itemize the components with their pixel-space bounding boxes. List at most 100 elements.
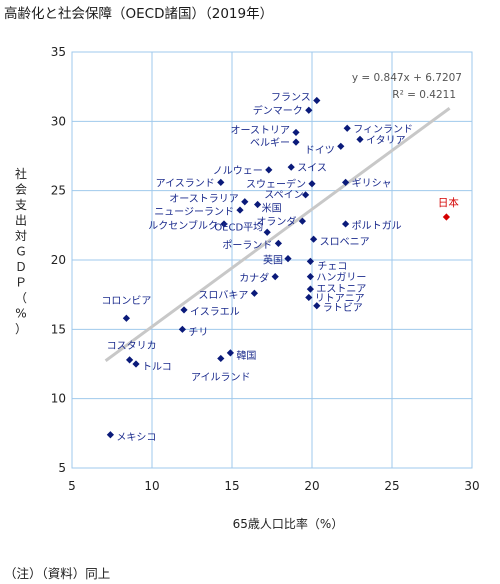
data-point <box>254 200 262 209</box>
data-point-label: チェコ <box>317 260 347 272</box>
data-point-label: オランダ <box>256 215 296 228</box>
y-tick-label: 30 <box>51 114 66 128</box>
data-point <box>313 302 321 310</box>
data-point <box>220 220 228 228</box>
data-point <box>263 228 271 236</box>
data-point <box>342 220 350 228</box>
data-point <box>310 235 318 243</box>
data-point <box>442 213 450 221</box>
data-points <box>106 96 450 439</box>
data-point <box>342 178 350 186</box>
data-point-label: メキシコ <box>116 433 156 444</box>
data-point <box>305 106 313 114</box>
data-point-label: カナダ <box>239 272 269 285</box>
grid <box>71 51 473 469</box>
data-point-label: ニュージーランド <box>154 206 234 218</box>
data-point-label: オーストリア <box>231 124 291 136</box>
data-point-label: ラトビア <box>323 302 363 314</box>
x-axis-title: 65歳人口比率（%） <box>233 516 344 531</box>
data-point-label: ベルギー <box>250 137 290 149</box>
data-point <box>241 198 249 206</box>
data-point <box>337 142 345 150</box>
data-point <box>217 178 225 186</box>
data-point <box>313 96 321 105</box>
trendline: y = 0.847x + 6.7207 R² = 0.4211 <box>104 72 462 362</box>
data-point <box>274 239 282 247</box>
data-point <box>265 166 273 174</box>
data-point-label: アイルランド <box>191 371 251 383</box>
data-point-label: イスラエル <box>190 306 240 318</box>
data-point-label: デンマーク <box>253 104 303 117</box>
data-point <box>180 306 188 314</box>
x-tick-label: 5 <box>68 479 76 493</box>
data-point <box>226 349 234 357</box>
x-tick-label: 10 <box>144 479 159 493</box>
data-point-label: スペイン <box>264 190 303 201</box>
data-point-label: ノルウェー <box>213 165 263 177</box>
data-point <box>308 180 316 188</box>
data-point-label: スイス <box>297 163 327 174</box>
data-point <box>217 354 225 363</box>
data-point-label: コスタリカ <box>107 340 157 352</box>
y-tick-label: 10 <box>51 392 66 406</box>
chart-title: 高齢化と社会保障（OECD諸国）（2019年） <box>4 6 274 22</box>
data-point <box>292 128 300 137</box>
x-tick-label: 15 <box>224 479 239 493</box>
y-tick-label: 15 <box>51 322 66 336</box>
data-point-label: スウェーデン <box>246 178 306 191</box>
data-point-label: オーストラリア <box>169 193 239 205</box>
data-point-label: フィンランド <box>353 123 413 135</box>
data-point-label: リトアニア <box>315 293 365 304</box>
x-tick-label: 25 <box>384 479 399 493</box>
data-point <box>250 289 258 297</box>
data-point <box>271 273 279 281</box>
data-point-label: ドイツ <box>305 145 335 156</box>
data-point-label: OECD平均 <box>214 221 263 233</box>
x-tick-label: 30 <box>464 479 479 493</box>
data-point <box>132 360 140 368</box>
data-point <box>305 293 313 302</box>
data-point <box>306 285 314 293</box>
y-tick-label: 20 <box>51 253 66 267</box>
x-tick-label: 20 <box>304 479 319 493</box>
data-point-label: ポーランド <box>222 239 272 251</box>
trendline-equation: y = 0.847x + 6.7207 <box>352 72 462 84</box>
data-point-label: 日本 <box>438 196 459 209</box>
y-tick-label: 35 <box>51 45 66 59</box>
data-point <box>302 191 310 199</box>
data-point <box>178 325 186 333</box>
data-point-label: ハンガリー <box>316 272 366 284</box>
data-point-label: 韓国 <box>236 350 256 362</box>
data-point <box>284 255 292 263</box>
data-point-label: フランス <box>271 92 311 104</box>
data-point-label: ポルトガル <box>352 220 402 232</box>
data-point <box>106 431 114 439</box>
data-point-label: チリ <box>188 326 208 338</box>
y-tick-label: 25 <box>51 184 66 198</box>
trendline-line <box>104 107 451 362</box>
data-point-label: ギリシャ <box>352 177 392 189</box>
footnote: （注）（資料）同上 <box>4 566 111 581</box>
data-point-label: コロンビア <box>101 295 151 307</box>
data-point-label: イタリア <box>366 134 406 146</box>
data-point-label: スロバキア <box>198 289 248 301</box>
data-point-label: アイスランド <box>156 177 215 189</box>
data-point <box>306 273 314 281</box>
y-axis-title: 社会支出対ＧＤＰ（%） <box>15 166 27 336</box>
data-point <box>343 124 351 132</box>
data-point <box>306 257 314 265</box>
data-point-label: ルクセンブルク <box>148 219 218 232</box>
data-point <box>236 206 244 214</box>
axes: 5 10 15 20 25 30 5 10 15 20 25 30 35 65歳人口比率（%） 社会支出対Ｇ… <box>15 45 480 531</box>
trendline-r2: R² = 0.4211 <box>392 89 456 101</box>
data-point <box>287 163 295 171</box>
data-point-label: エストニア <box>316 284 366 295</box>
data-point <box>356 135 364 143</box>
data-point-label: スロベニア <box>320 236 370 248</box>
data-point-label: 米国 <box>262 202 282 215</box>
data-point <box>292 138 300 146</box>
data-point <box>298 217 306 225</box>
data-point-label: 英国 <box>263 254 283 267</box>
